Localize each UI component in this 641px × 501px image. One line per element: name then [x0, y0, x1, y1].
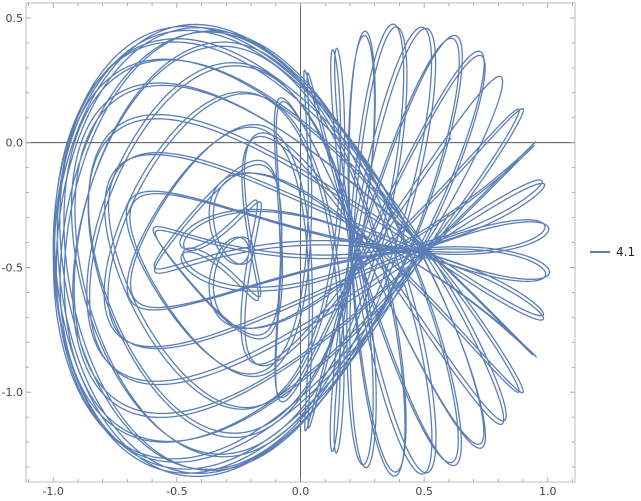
y-tick-label: -1.0 — [2, 386, 23, 399]
x-tick-label: 0.0 — [292, 485, 310, 498]
y-tick-label: -0.5 — [2, 261, 23, 274]
x-tick-label: 0.5 — [415, 485, 433, 498]
y-tick-label: 0.0 — [6, 137, 24, 150]
ticks: -1.0 -0.5 0.0 0.5 1.0 0.5 0.0 -0.5 -1.0 — [2, 3, 575, 498]
x-tick-label: -0.5 — [166, 485, 187, 498]
legend-label: 4.1 — [616, 245, 635, 259]
legend: 4.1 — [590, 245, 635, 259]
series-line — [52, 23, 551, 478]
x-tick-label: 1.0 — [539, 485, 557, 498]
series-layer — [52, 23, 551, 478]
y-tick-label: 0.5 — [6, 12, 24, 25]
x-tick-label: -1.0 — [42, 485, 63, 498]
